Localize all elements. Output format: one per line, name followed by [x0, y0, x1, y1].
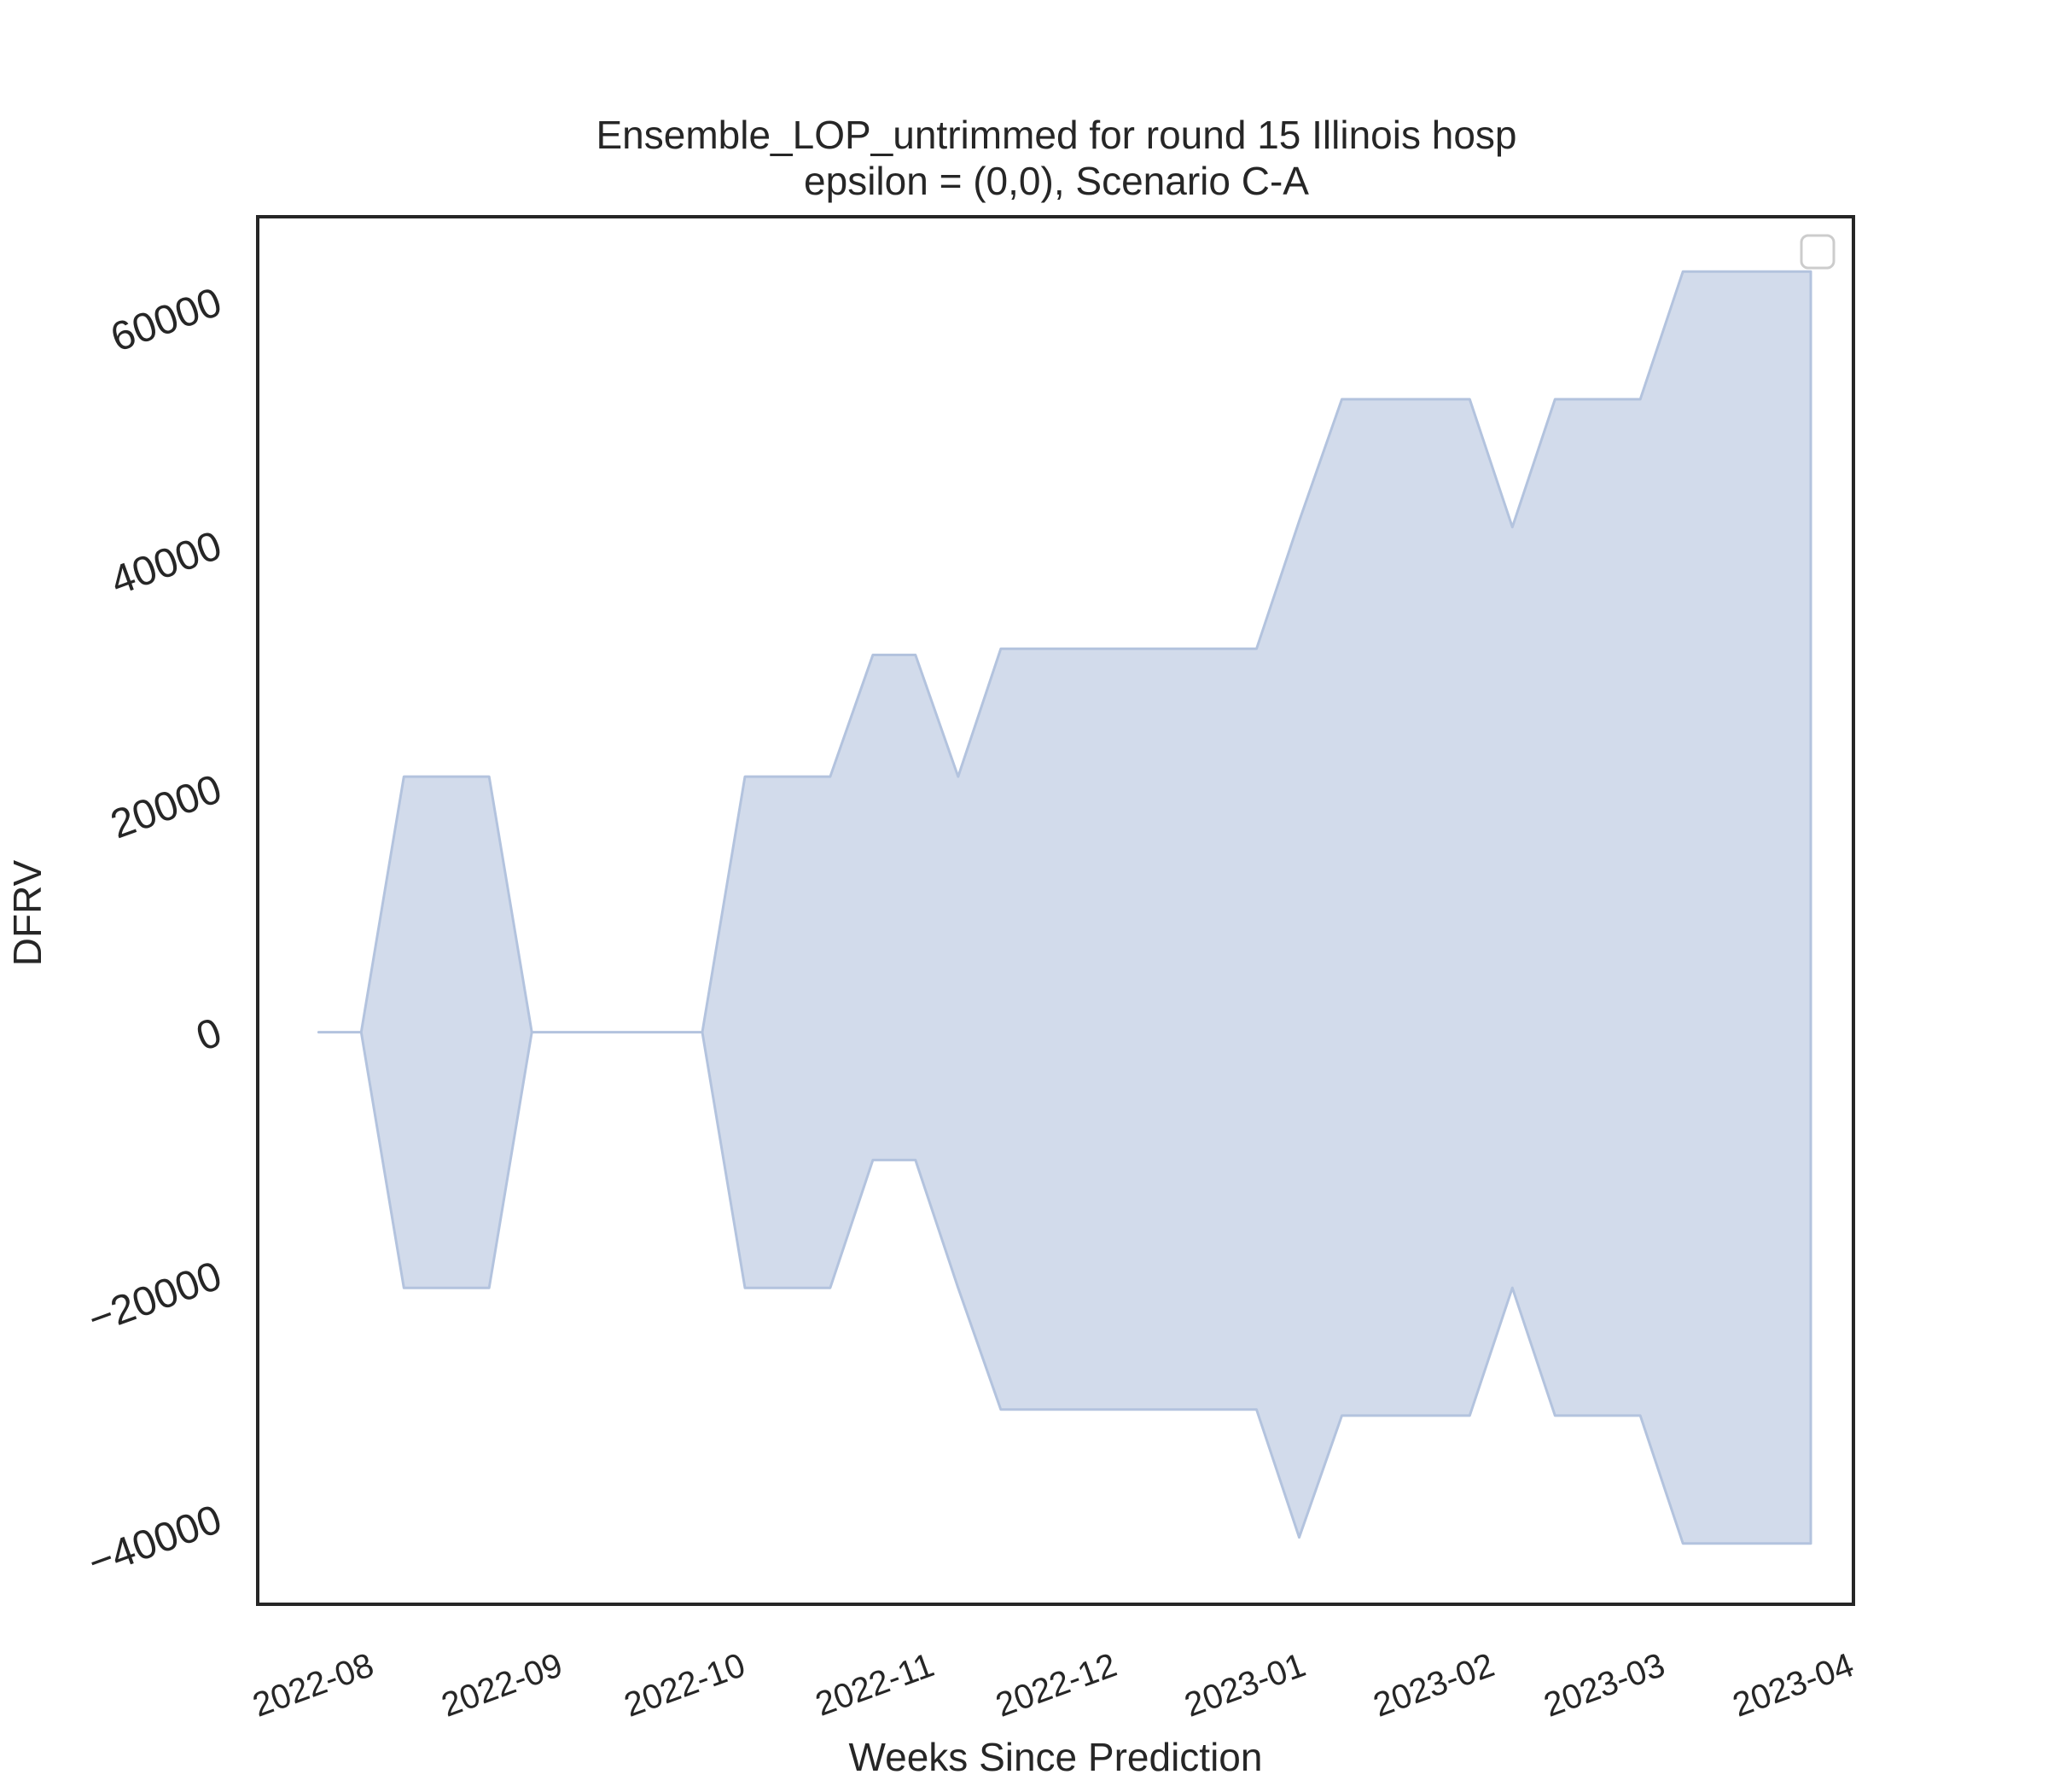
x-axis-label: Weeks Since Prediction	[849, 1735, 1263, 1779]
y-tick-label: 0	[190, 1009, 227, 1060]
y-tick-label: −40000	[83, 1497, 228, 1586]
x-tick-label: 2022-10	[620, 1646, 750, 1725]
y-tick-label: 60000	[105, 280, 228, 361]
plot-area	[317, 270, 1812, 1545]
x-tick-label: 2022-09	[437, 1646, 567, 1725]
x-tick-label: 2022-12	[991, 1646, 1121, 1725]
x-tick-label: 2023-02	[1369, 1646, 1499, 1725]
y-axis-label: DFRV	[5, 859, 49, 966]
y-tick-label: 20000	[105, 766, 228, 847]
x-tick-label: 2023-01	[1180, 1646, 1311, 1725]
ensemble-band	[317, 270, 1812, 1545]
y-tick-label: 40000	[105, 523, 228, 604]
chart-title: Ensemble_LOP_untrimmed for round 15 Illi…	[596, 113, 1516, 157]
plot-frame	[256, 215, 1855, 1606]
chart-subtitle: epsilon = (0,0), Scenario C-A	[804, 159, 1309, 203]
empty-legend-box	[1800, 234, 1836, 270]
x-tick-label: 2022-08	[248, 1646, 379, 1725]
x-tick-label: 2023-04	[1728, 1646, 1859, 1725]
y-tick-labels: 60000 40000 20000 0 −20000 −40000	[83, 280, 228, 1586]
y-tick-label: −20000	[83, 1254, 228, 1343]
x-tick-labels: 2022-08 2022-09 2022-10 2022-11 2022-12 2023-…	[248, 1646, 1859, 1725]
x-tick-label: 2022-11	[811, 1646, 939, 1724]
x-tick-label: 2023-03	[1539, 1646, 1670, 1725]
